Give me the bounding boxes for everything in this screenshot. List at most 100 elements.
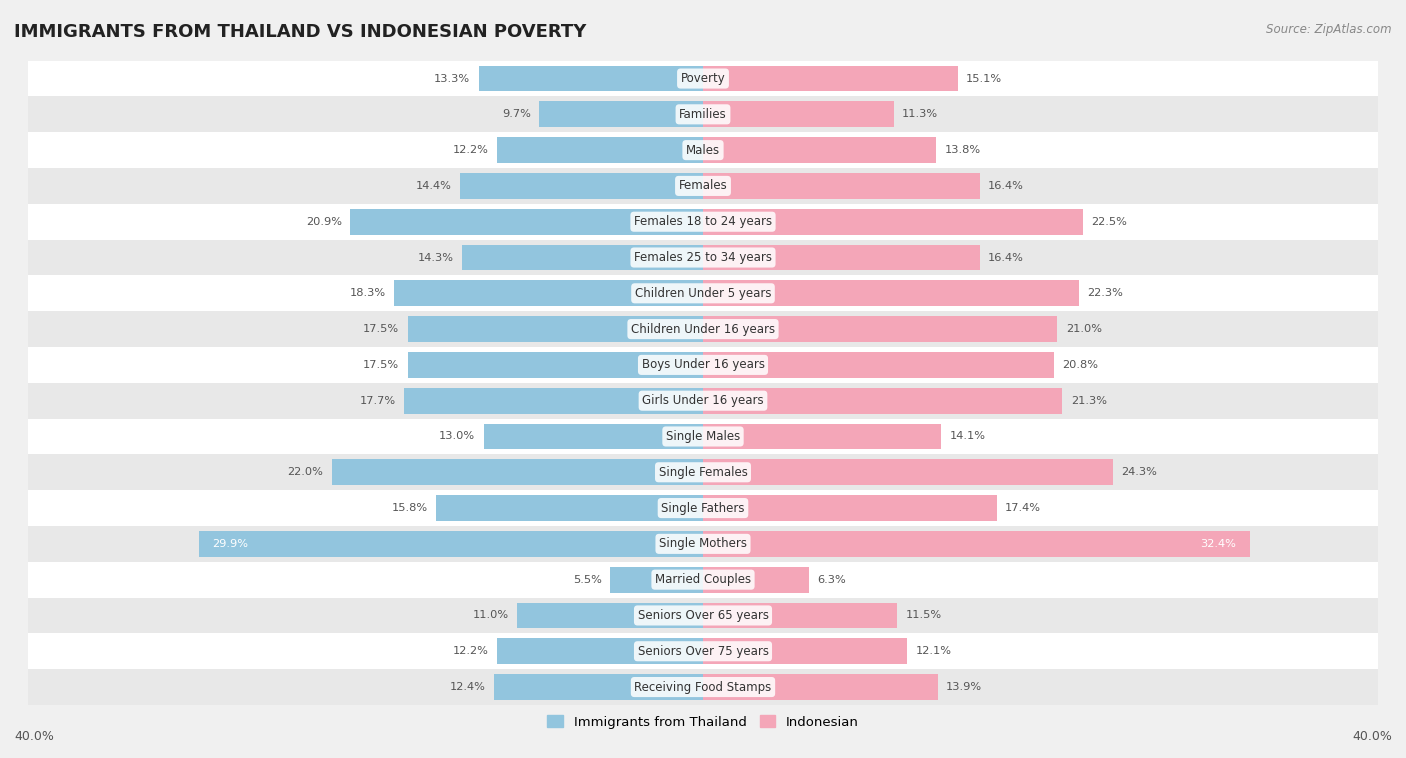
Bar [28, 61, 1378, 96]
Bar [28, 634, 1378, 669]
Text: 22.5%: 22.5% [1091, 217, 1128, 227]
Bar [332, 459, 703, 485]
Text: Single Males: Single Males [666, 430, 740, 443]
Text: 13.0%: 13.0% [439, 431, 475, 441]
Bar [28, 132, 1378, 168]
Text: Single Fathers: Single Fathers [661, 502, 745, 515]
Text: Single Mothers: Single Mothers [659, 537, 747, 550]
Bar [498, 638, 703, 664]
Bar [408, 352, 703, 377]
Text: 16.4%: 16.4% [988, 181, 1024, 191]
Bar [28, 383, 1378, 418]
Bar [460, 173, 703, 199]
Text: Source: ZipAtlas.com: Source: ZipAtlas.com [1267, 23, 1392, 36]
Text: 32.4%: 32.4% [1201, 539, 1236, 549]
Text: 11.0%: 11.0% [472, 610, 509, 621]
Text: 22.0%: 22.0% [287, 467, 323, 478]
Bar [28, 347, 1378, 383]
Bar [28, 168, 1378, 204]
Bar [703, 531, 1250, 556]
Text: 16.4%: 16.4% [988, 252, 1024, 262]
Bar [28, 454, 1378, 490]
Text: 17.4%: 17.4% [1005, 503, 1040, 513]
Bar [28, 275, 1378, 312]
Bar [703, 424, 941, 449]
Text: 17.7%: 17.7% [360, 396, 396, 406]
Bar [703, 173, 980, 199]
Text: 17.5%: 17.5% [363, 324, 399, 334]
Bar [703, 638, 907, 664]
Bar [28, 490, 1378, 526]
Text: 13.8%: 13.8% [945, 145, 980, 155]
Text: 14.4%: 14.4% [416, 181, 451, 191]
Bar [703, 137, 936, 163]
Bar [703, 567, 810, 593]
Text: 20.9%: 20.9% [307, 217, 342, 227]
Text: 17.5%: 17.5% [363, 360, 399, 370]
Bar [703, 245, 980, 271]
Text: 13.9%: 13.9% [946, 682, 981, 692]
Bar [28, 669, 1378, 705]
Bar [198, 531, 703, 556]
Bar [703, 495, 997, 521]
Bar [703, 352, 1054, 377]
Text: Married Couples: Married Couples [655, 573, 751, 586]
Bar [517, 603, 703, 628]
Bar [28, 418, 1378, 454]
Bar [703, 674, 938, 700]
Bar [28, 96, 1378, 132]
Bar [703, 459, 1114, 485]
Text: 9.7%: 9.7% [502, 109, 531, 119]
Text: Children Under 5 years: Children Under 5 years [634, 287, 772, 300]
Text: Females 25 to 34 years: Females 25 to 34 years [634, 251, 772, 264]
Text: 11.5%: 11.5% [905, 610, 942, 621]
Bar [28, 204, 1378, 240]
Text: 15.1%: 15.1% [966, 74, 1002, 83]
Bar [28, 562, 1378, 597]
Text: 40.0%: 40.0% [14, 730, 53, 743]
Text: Receiving Food Stamps: Receiving Food Stamps [634, 681, 772, 694]
Bar [28, 526, 1378, 562]
Bar [703, 388, 1063, 414]
Text: 12.1%: 12.1% [915, 647, 952, 656]
Bar [494, 674, 703, 700]
Text: 12.2%: 12.2% [453, 647, 489, 656]
Bar [703, 102, 894, 127]
Bar [703, 603, 897, 628]
Bar [350, 208, 703, 235]
Text: 14.3%: 14.3% [418, 252, 453, 262]
Bar [703, 66, 957, 92]
Text: 20.8%: 20.8% [1063, 360, 1098, 370]
Text: 21.0%: 21.0% [1066, 324, 1102, 334]
Text: Girls Under 16 years: Girls Under 16 years [643, 394, 763, 407]
Text: Males: Males [686, 143, 720, 157]
Text: IMMIGRANTS FROM THAILAND VS INDONESIAN POVERTY: IMMIGRANTS FROM THAILAND VS INDONESIAN P… [14, 23, 586, 41]
Text: 15.8%: 15.8% [392, 503, 427, 513]
Bar [436, 495, 703, 521]
Text: 5.5%: 5.5% [572, 575, 602, 584]
Legend: Immigrants from Thailand, Indonesian: Immigrants from Thailand, Indonesian [541, 709, 865, 734]
Text: 24.3%: 24.3% [1122, 467, 1157, 478]
Bar [478, 66, 703, 92]
Bar [703, 208, 1083, 235]
Bar [703, 280, 1080, 306]
Bar [484, 424, 703, 449]
Bar [28, 240, 1378, 275]
Text: Poverty: Poverty [681, 72, 725, 85]
Bar [610, 567, 703, 593]
Text: 6.3%: 6.3% [818, 575, 846, 584]
Text: 40.0%: 40.0% [1353, 730, 1392, 743]
Bar [461, 245, 703, 271]
Text: 12.2%: 12.2% [453, 145, 489, 155]
Text: Families: Families [679, 108, 727, 121]
Text: 13.3%: 13.3% [434, 74, 470, 83]
Text: 12.4%: 12.4% [450, 682, 485, 692]
Text: Seniors Over 65 years: Seniors Over 65 years [637, 609, 769, 622]
Bar [28, 597, 1378, 634]
Text: Single Females: Single Females [658, 465, 748, 479]
Bar [408, 316, 703, 342]
Text: 18.3%: 18.3% [350, 288, 385, 299]
Text: Females 18 to 24 years: Females 18 to 24 years [634, 215, 772, 228]
Text: Boys Under 16 years: Boys Under 16 years [641, 359, 765, 371]
Bar [540, 102, 703, 127]
